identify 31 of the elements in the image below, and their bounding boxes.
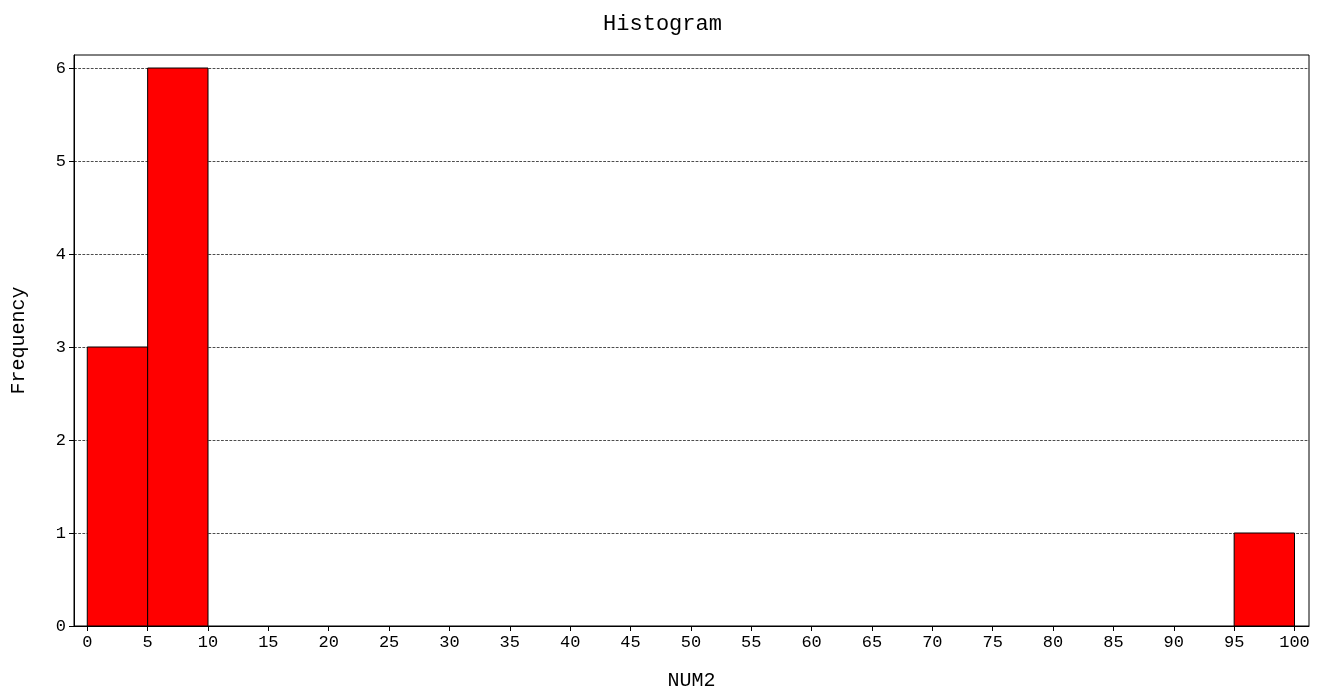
x-tick-label: 60 <box>801 633 822 652</box>
x-tick-label: 55 <box>741 633 762 652</box>
x-tick-label: 20 <box>318 633 339 652</box>
x-tick-label: 85 <box>1103 633 1124 652</box>
y-tick-label: 2 <box>55 430 66 450</box>
x-tick-label: 45 <box>620 633 641 652</box>
y-tick-label: 6 <box>55 58 66 78</box>
x-axis-title: NUM2 <box>667 668 716 692</box>
x-tick-label: 25 <box>378 633 400 652</box>
y-tick-label: 3 <box>55 337 66 357</box>
x-tick-label: 35 <box>499 633 521 652</box>
y-tick-label: 1 <box>55 523 66 543</box>
x-tick-label: 100 <box>1279 633 1310 652</box>
x-tick-label: 65 <box>861 633 883 652</box>
x-tick-label: 30 <box>439 633 460 652</box>
y-tick-label: 0 <box>55 616 66 636</box>
chart-title: Histogram <box>603 11 722 37</box>
x-tick-label: 50 <box>680 633 702 652</box>
x-tick-label: 15 <box>258 633 279 652</box>
x-tick-label: 80 <box>1042 633 1064 652</box>
x-tick-label: 5 <box>142 633 153 652</box>
x-tick-label: 40 <box>559 633 581 652</box>
y-tick-label: 4 <box>55 244 66 264</box>
x-tick-label: 0 <box>82 633 93 652</box>
y-axis-title: Frequency <box>6 286 30 395</box>
x-tick-label: 10 <box>197 633 219 652</box>
x-tick-label: 70 <box>922 633 943 652</box>
x-tick-label: 90 <box>1163 633 1184 652</box>
x-tick-label: 75 <box>982 633 1003 652</box>
x-tick-label: 95 <box>1223 633 1245 652</box>
y-tick-label: 5 <box>55 151 66 171</box>
